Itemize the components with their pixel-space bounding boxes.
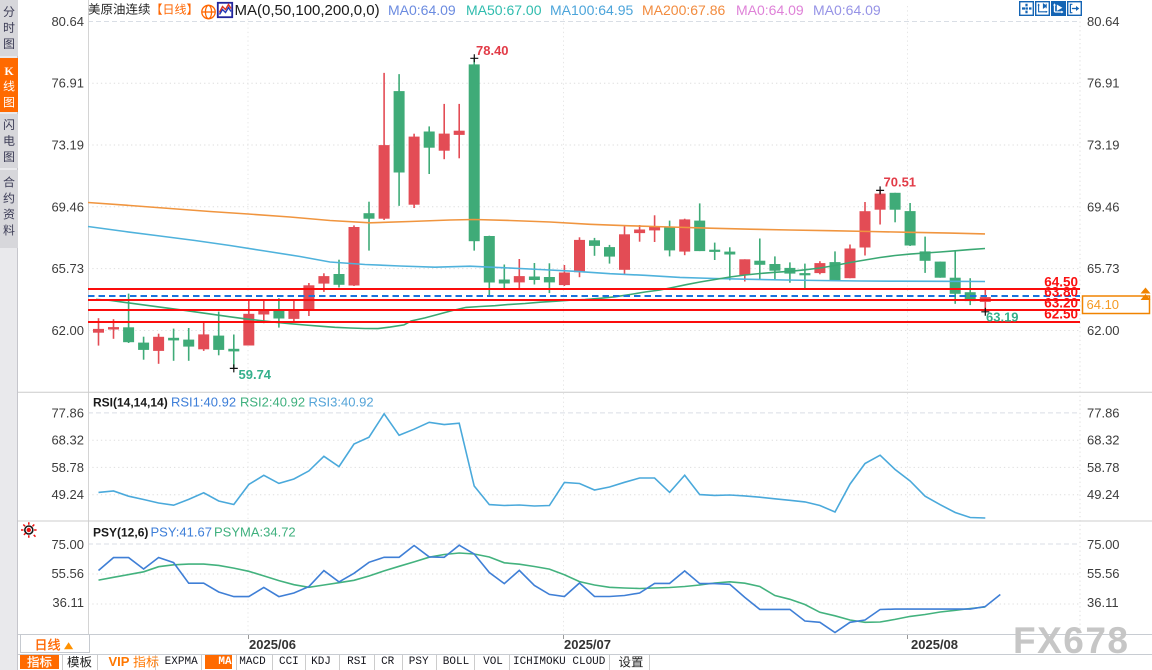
svg-text:55.56: 55.56 [1087, 566, 1120, 581]
svg-text:76.91: 76.91 [1087, 76, 1120, 91]
svg-text:RSI(14,14,14): RSI(14,14,14) [93, 396, 168, 410]
svg-text:59.74: 59.74 [239, 367, 272, 382]
svg-text:49.24: 49.24 [51, 487, 84, 502]
svg-text:PSY:41.67: PSY:41.67 [151, 525, 212, 540]
svg-text:68.32: 68.32 [1087, 433, 1120, 448]
svg-text:69.46: 69.46 [1087, 199, 1120, 214]
svg-text:MA50:67.00: MA50:67.00 [466, 2, 542, 18]
svg-text:65.73: 65.73 [1087, 261, 1120, 276]
svg-text:68.32: 68.32 [51, 433, 84, 448]
svg-text:64.10: 64.10 [1087, 297, 1120, 312]
svg-text:MA100:64.95: MA100:64.95 [550, 2, 633, 18]
svg-text:36.11: 36.11 [1087, 595, 1119, 610]
svg-text:PSY(12,6): PSY(12,6) [93, 526, 148, 540]
svg-text:MA200:67.86: MA200:67.86 [642, 2, 725, 18]
svg-text:PSYMA:34.72: PSYMA:34.72 [214, 525, 296, 540]
svg-text:64.50: 64.50 [1044, 274, 1078, 289]
svg-text:77.86: 77.86 [51, 405, 84, 420]
svg-text:63.20: 63.20 [1044, 296, 1078, 311]
svg-text:80.64: 80.64 [1087, 14, 1120, 29]
svg-text:80.64: 80.64 [51, 14, 84, 29]
svg-text:36.11: 36.11 [52, 595, 84, 610]
svg-text:58.78: 58.78 [1087, 460, 1120, 475]
svg-text:70.51: 70.51 [884, 175, 917, 190]
svg-text:MA(0,50,100,200,0,0): MA(0,50,100,200,0,0) [235, 2, 380, 19]
svg-text:78.40: 78.40 [476, 43, 509, 58]
svg-text:73.19: 73.19 [1087, 138, 1120, 153]
svg-text:62.00: 62.00 [51, 323, 84, 338]
svg-text:63.19: 63.19 [986, 310, 1019, 325]
svg-text:MA0:64.09: MA0:64.09 [388, 2, 456, 18]
svg-text:77.86: 77.86 [1087, 405, 1120, 420]
svg-text:55.56: 55.56 [51, 566, 84, 581]
svg-text:75.00: 75.00 [51, 537, 84, 552]
svg-text:65.73: 65.73 [51, 261, 84, 276]
svg-text:VIP: VIP [109, 654, 130, 669]
svg-text:75.00: 75.00 [1087, 537, 1120, 552]
svg-text:62.00: 62.00 [1087, 323, 1120, 338]
svg-text:62.50: 62.50 [1044, 307, 1078, 322]
svg-text:69.46: 69.46 [51, 199, 84, 214]
svg-text:73.19: 73.19 [51, 138, 84, 153]
svg-text:58.78: 58.78 [51, 460, 84, 475]
svg-text:49.24: 49.24 [1087, 487, 1120, 502]
svg-text:76.91: 76.91 [51, 76, 84, 91]
svg-text:MA0:64.09: MA0:64.09 [813, 2, 881, 18]
svg-text:RSI2:40.92: RSI2:40.92 [240, 395, 305, 410]
svg-text:63.80: 63.80 [1044, 284, 1078, 299]
svg-text:RSI3:40.92: RSI3:40.92 [309, 395, 374, 410]
svg-text:RSI1:40.92: RSI1:40.92 [171, 395, 236, 410]
svg-text:MA0:64.09: MA0:64.09 [736, 2, 804, 18]
svg-text:K: K [4, 64, 14, 78]
